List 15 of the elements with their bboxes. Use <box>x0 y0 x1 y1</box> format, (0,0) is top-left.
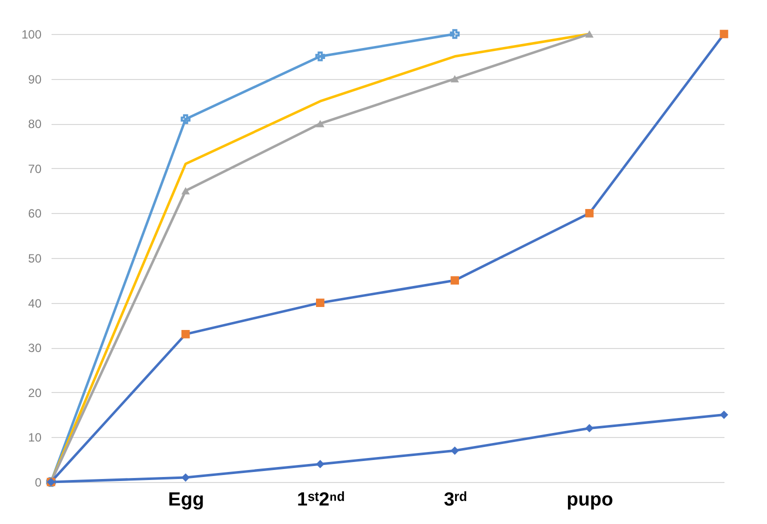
y-tick-label: 10 <box>28 430 42 445</box>
y-tick-label: 70 <box>28 162 42 176</box>
y-tick-label: 90 <box>28 72 42 86</box>
y-tick-label: 30 <box>28 341 42 356</box>
x-tick-label: Egg <box>168 490 204 510</box>
y-tick-label: 80 <box>28 117 42 132</box>
x-tick-label: pupo <box>566 490 614 510</box>
y-tick-label: 60 <box>28 206 42 221</box>
y-tick-label: 0 <box>34 476 42 490</box>
y-tick-label: 40 <box>28 296 42 310</box>
y-tick-label: 20 <box>28 386 42 400</box>
y-tick-label: 100 <box>21 28 42 42</box>
y-tick-label: 50 <box>28 252 42 266</box>
x-tick-label: 1ˢᵗ2ⁿᵈ <box>297 490 344 510</box>
x-tick-label: 3ʳᵈ <box>444 490 467 510</box>
